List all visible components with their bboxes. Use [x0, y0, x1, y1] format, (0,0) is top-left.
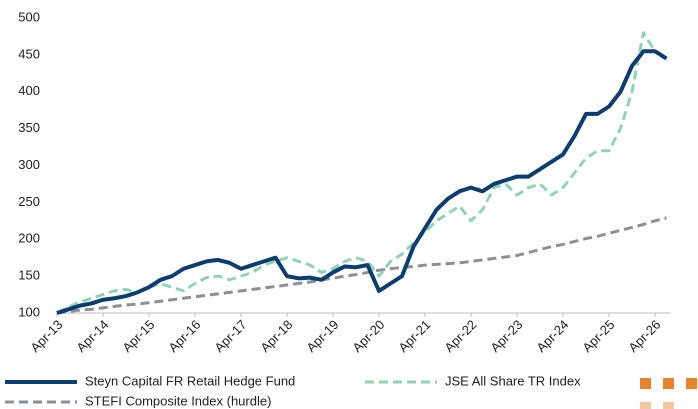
logo-square	[663, 402, 674, 409]
x-tick-label: Apr-14	[73, 317, 111, 355]
y-tick-label: 400	[18, 83, 40, 98]
x-tick-label: Apr-19	[303, 317, 341, 355]
x-tick-label: Apr-24	[533, 317, 571, 355]
logo-square	[640, 378, 651, 389]
x-tick-label: Apr-15	[119, 317, 157, 355]
series-line	[56, 216, 667, 315]
x-tick-label: Apr-13	[27, 317, 65, 355]
y-tick-label: 250	[18, 194, 40, 209]
logo-square	[640, 402, 651, 409]
y-tick-label: 200	[18, 231, 40, 246]
y-tick-label: 500	[18, 9, 40, 24]
legend-label: JSE All Share TR Index	[445, 373, 581, 388]
x-tick-label: Apr-22	[441, 317, 479, 355]
x-tick-label: Apr-18	[257, 317, 295, 355]
y-tick-label: 300	[18, 157, 40, 172]
x-tick-label: Apr-21	[395, 317, 433, 355]
x-tick-label: Apr-20	[349, 317, 387, 355]
x-tick-label: Apr-25	[579, 317, 617, 355]
y-tick-label: 350	[18, 120, 40, 135]
logo-square	[663, 378, 674, 389]
y-tick-label: 450	[18, 46, 40, 61]
y-tick-label: 100	[18, 304, 40, 319]
logo-square	[686, 378, 697, 389]
x-tick-label: Apr-23	[487, 317, 525, 355]
x-tick-label: Apr-26	[625, 317, 663, 355]
y-tick-label: 150	[18, 268, 40, 283]
series-line	[56, 49, 668, 315]
series-line	[56, 31, 668, 315]
legend-label: Steyn Capital FR Retail Hedge Fund	[85, 373, 295, 388]
x-tick-label: Apr-16	[165, 317, 203, 355]
legend-label: STEFI Composite Index (hurdle)	[85, 393, 271, 408]
x-tick-label: Apr-17	[211, 317, 249, 355]
